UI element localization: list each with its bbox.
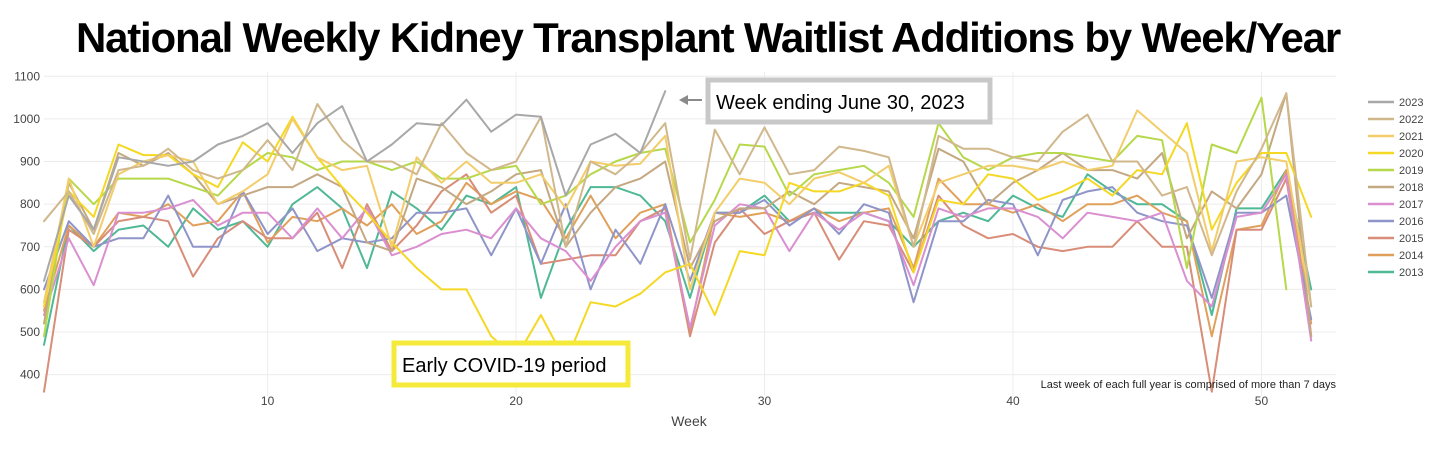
legend-label: 2013: [1399, 267, 1423, 279]
y-tick-label: 400: [20, 368, 40, 382]
y-tick-label: 600: [20, 282, 40, 296]
legend-item-2019[interactable]: 2019: [1368, 165, 1423, 177]
legend-item-2018[interactable]: 2018: [1368, 182, 1423, 194]
legend-label: 2022: [1399, 114, 1423, 126]
y-tick-label: 1000: [13, 112, 40, 126]
legend-label: 2014: [1399, 250, 1423, 262]
series-line-2023[interactable]: [43, 90, 667, 282]
gridlines: [44, 72, 1336, 396]
x-axis-ticks: 10 20 30 40 50: [261, 394, 1269, 408]
chart-title: National Weekly Kidney Transplant Waitli…: [75, 14, 1341, 61]
callout-arrowhead: [679, 95, 688, 105]
x-axis-title: Week: [671, 413, 708, 429]
y-tick-label: 900: [20, 155, 40, 169]
x-tick-label: 50: [1255, 394, 1269, 408]
legend-item-2014[interactable]: 2014: [1368, 250, 1423, 262]
series-line-2019[interactable]: [43, 96, 1288, 338]
callout-covid: Early COVID-19 period: [391, 340, 631, 388]
callout-june-2023: Week ending June 30, 2023: [679, 77, 993, 125]
x-tick-label: 20: [509, 394, 523, 408]
series-line-2021[interactable]: [43, 109, 1313, 308]
legend-item-2020[interactable]: 2020: [1368, 148, 1423, 160]
legend-label: 2015: [1399, 233, 1423, 245]
series-line-2017[interactable]: [43, 173, 1313, 342]
y-tick-label: 800: [20, 197, 40, 211]
x-tick-label: 40: [1006, 394, 1020, 408]
series-line-2013[interactable]: [43, 169, 1313, 346]
legend[interactable]: 2023 2022 2021 2020 2019 2018 2017 2016 2015 2014…: [1368, 97, 1423, 279]
y-tick-label: 500: [20, 325, 40, 339]
legend-label: 2021: [1399, 131, 1423, 143]
legend-label: 2023: [1399, 97, 1423, 109]
x-tick-label: 30: [758, 394, 772, 408]
callout-box: [705, 77, 993, 125]
series-lines[interactable]: [43, 90, 1313, 393]
callout-text: Week ending June 30, 2023: [716, 92, 965, 114]
legend-item-2021[interactable]: 2021: [1368, 131, 1423, 143]
legend-label: 2020: [1399, 148, 1423, 160]
y-tick-label: 700: [20, 240, 40, 254]
x-tick-label: 10: [261, 394, 275, 408]
legend-item-2022[interactable]: 2022: [1368, 114, 1423, 126]
legend-item-2023[interactable]: 2023: [1368, 97, 1423, 109]
series-line-2020[interactable]: [43, 115, 1313, 363]
legend-item-2016[interactable]: 2016: [1368, 216, 1423, 228]
callout-text: Early COVID-19 period: [402, 355, 607, 377]
legend-label: 2016: [1399, 216, 1423, 228]
y-tick-label: 1100: [14, 69, 40, 83]
legend-label: 2018: [1399, 182, 1423, 194]
legend-item-2017[interactable]: 2017: [1368, 199, 1423, 211]
series-line-2022[interactable]: [43, 92, 1313, 308]
legend-item-2015[interactable]: 2015: [1368, 233, 1423, 245]
legend-label: 2017: [1399, 199, 1423, 211]
footnote: Last week of each full year is comprised…: [1041, 379, 1337, 391]
legend-item-2013[interactable]: 2013: [1368, 267, 1423, 279]
callout-box: [391, 340, 631, 388]
legend-label: 2019: [1399, 165, 1423, 177]
y-axis-ticks: 400 500 600 700 800 900 1000 1100: [13, 69, 40, 381]
